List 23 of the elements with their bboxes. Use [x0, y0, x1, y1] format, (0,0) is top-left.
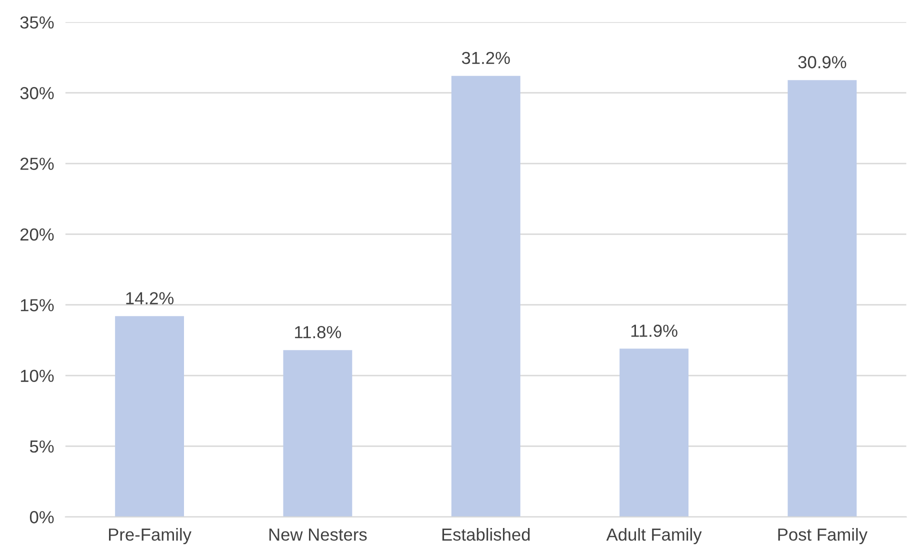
x-tick-label: New Nesters	[269, 528, 367, 541]
data-label: 11.8%	[295, 326, 342, 338]
y-tick-label: 35%	[20, 16, 54, 29]
y-tick-label: 20%	[20, 228, 54, 241]
y-tick-label: 10%	[20, 370, 54, 382]
y-tick-label: 0%	[30, 511, 54, 524]
data-label: 11.9%	[631, 324, 678, 337]
bar	[451, 76, 520, 517]
x-tick-label: Adult Family	[606, 528, 702, 544]
x-tick-label: Established	[442, 528, 530, 541]
y-tick-label: 5%	[30, 440, 54, 453]
data-label: 31.2%	[462, 52, 510, 64]
y-tick-label: 15%	[20, 299, 54, 312]
bar	[283, 350, 352, 517]
data-label: 30.9%	[798, 56, 846, 68]
x-tick-label: Post Family	[778, 528, 868, 544]
x-tick-label: Pre-Family	[109, 528, 192, 544]
bar	[788, 80, 857, 517]
data-label: 14.2%	[126, 292, 174, 304]
bar	[620, 348, 688, 517]
bar	[115, 316, 184, 517]
y-tick-label: 25%	[20, 158, 54, 170]
y-tick-label: 30%	[20, 87, 54, 100]
